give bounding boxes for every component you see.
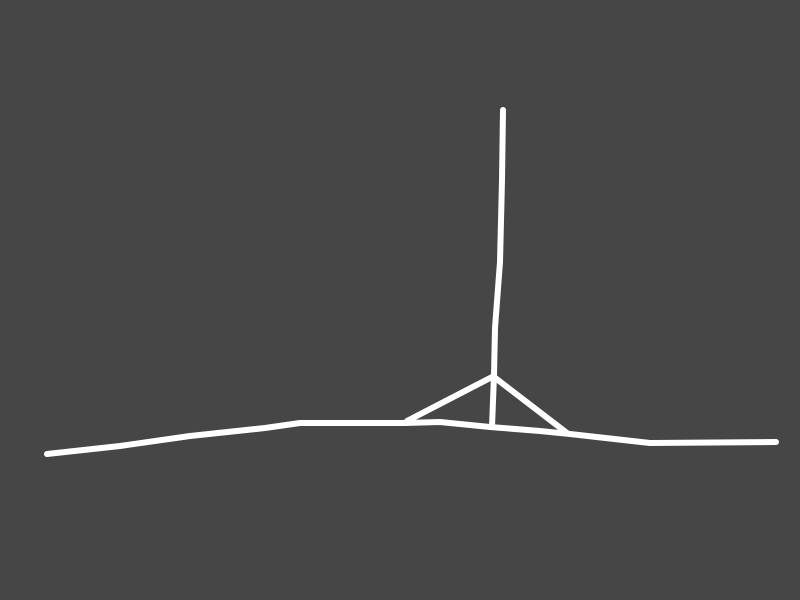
pole [489,107,506,430]
left-brace [404,374,495,424]
ground-line [44,419,779,457]
right-brace [491,374,570,436]
